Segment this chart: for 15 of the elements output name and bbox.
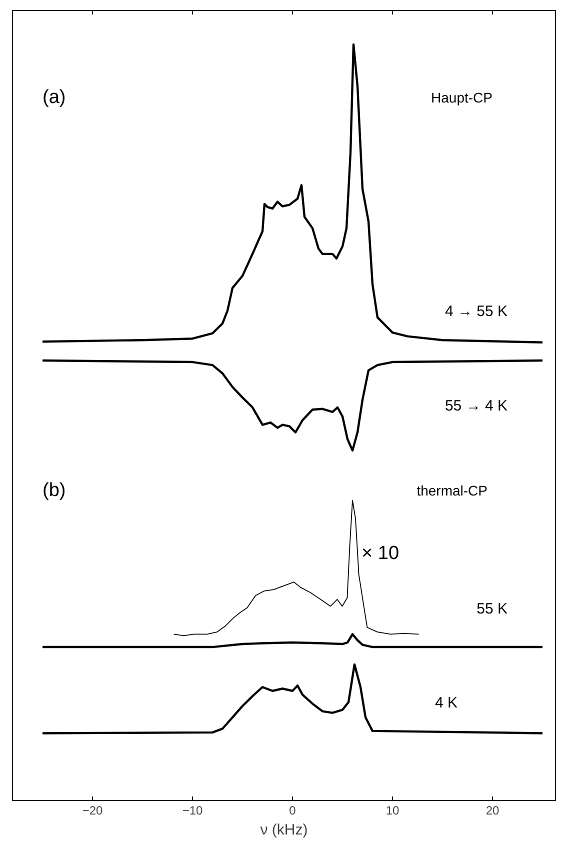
x-tick-label: 0 (289, 804, 296, 818)
x-axis-title: ν (kHz) (260, 822, 308, 838)
x-tick-label: 20 (486, 804, 500, 818)
text: 55 → 4 K (444, 397, 508, 414)
annotation: (b) (42, 480, 66, 502)
series-label: × 10 (362, 542, 400, 564)
x-tick-label: 10 (386, 804, 400, 818)
series-label: 4 → 55 K (444, 302, 508, 320)
annotation: thermal-CP (416, 482, 488, 499)
annotation: Haupt-CP (431, 89, 492, 106)
x-tick-label: −20 (82, 804, 104, 818)
series-label: 4 K (434, 694, 458, 712)
series-label: 55 K (476, 600, 508, 618)
annotation: (a) (42, 86, 66, 108)
x-tick-label: −10 (182, 804, 204, 818)
